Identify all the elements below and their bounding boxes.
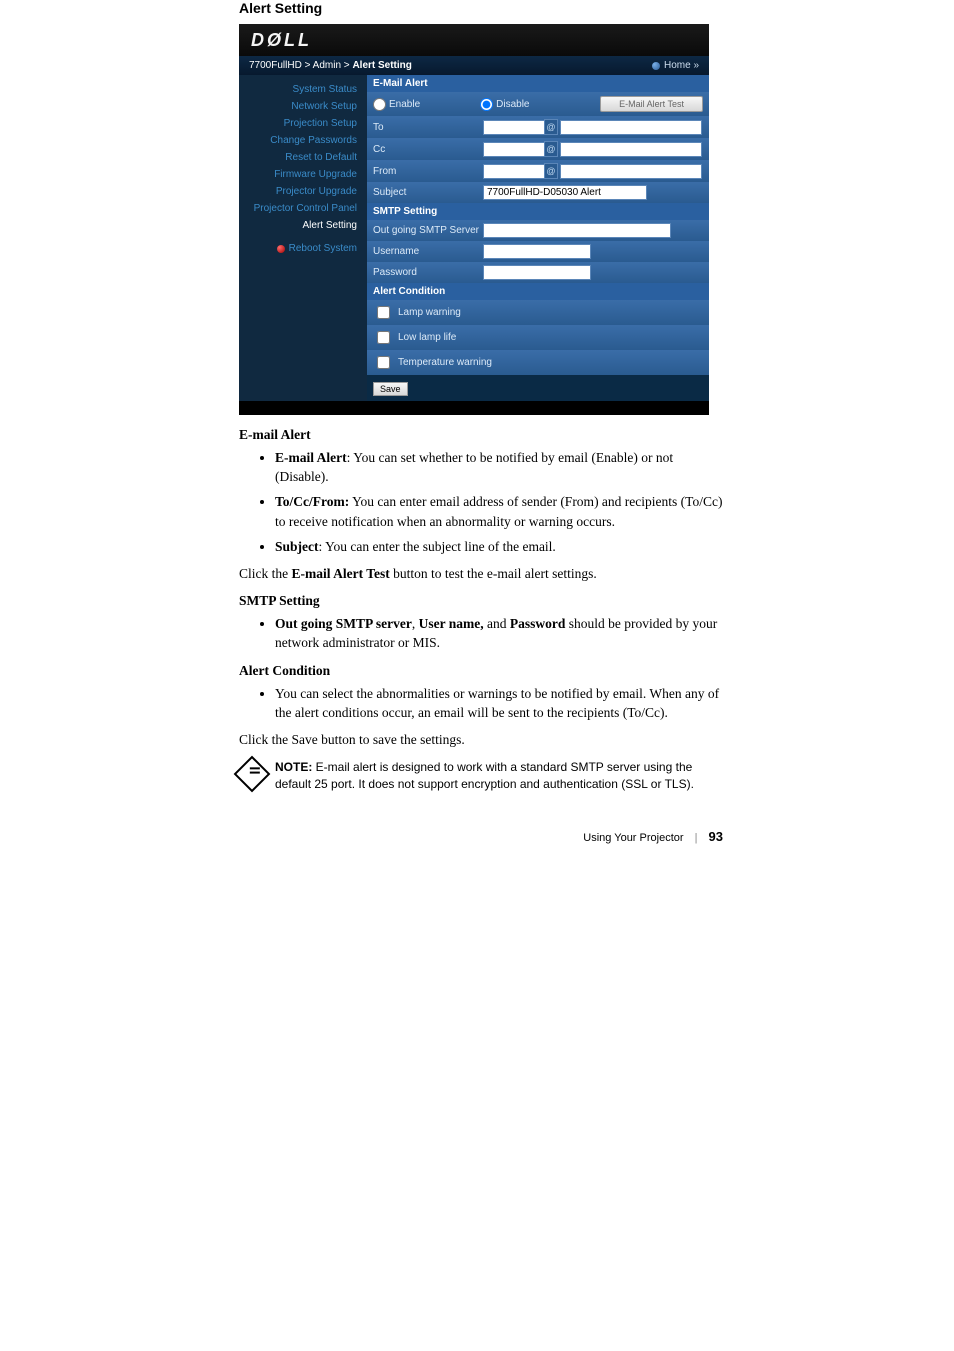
cc-label: Cc	[373, 144, 483, 155]
doc-text: E-mail Alert E-mail Alert: You can set w…	[239, 425, 723, 793]
section-heading: Alert Setting	[239, 0, 954, 16]
disable-option[interactable]: Disable	[480, 98, 529, 111]
sidebar: System Status Network Setup Projection S…	[239, 75, 367, 401]
breadcrumb-admin[interactable]: Admin	[313, 60, 341, 71]
doc-h-email: E-mail Alert	[239, 425, 723, 444]
lamp-warning-checkbox[interactable]	[377, 306, 390, 319]
home-link[interactable]: Home »	[652, 60, 699, 71]
doc-s1d: and	[484, 616, 510, 631]
temp-warning-checkbox[interactable]	[377, 356, 390, 369]
cc-domain-input[interactable]	[560, 142, 702, 157]
page-footer: Using Your Projector | 93	[239, 829, 723, 844]
subject-label: Subject	[373, 187, 483, 198]
sidebar-item-control-panel[interactable]: Projector Control Panel	[239, 200, 367, 217]
smtp-server-label: Out going SMTP Server	[373, 225, 483, 236]
smtp-user-input[interactable]	[483, 244, 591, 259]
note-label: NOTE:	[275, 760, 312, 774]
doc-h-smtp: SMTP Setting	[239, 591, 723, 610]
alert-condition-bar: Alert Condition	[367, 283, 709, 300]
app-header: DØLL	[239, 24, 709, 56]
to-label: To	[373, 122, 483, 133]
doc-click-a: Click the	[239, 566, 292, 581]
sidebar-item-reboot[interactable]: Reboot System	[239, 240, 367, 257]
from-at-icon: @	[544, 163, 558, 179]
smtp-server-input[interactable]	[483, 223, 671, 238]
from-domain-input[interactable]	[560, 164, 702, 179]
breadcrumb-root[interactable]: 7700FullHD	[249, 60, 302, 71]
doc-c1: You can select the abnormalities or warn…	[275, 684, 723, 722]
disable-radio[interactable]	[480, 98, 493, 111]
to-domain-input[interactable]	[560, 120, 702, 135]
sidebar-item-network-setup[interactable]: Network Setup	[239, 98, 367, 115]
lamp-warning-label: Lamp warning	[398, 307, 461, 318]
email-alert-bar: E-Mail Alert	[367, 75, 709, 92]
smtp-pass-input[interactable]	[483, 265, 591, 280]
enable-row: Enable Disable E-Mail Alert Test	[367, 92, 709, 116]
to-local-input[interactable]	[483, 120, 545, 135]
reboot-icon	[277, 245, 285, 253]
subject-input[interactable]	[483, 185, 647, 200]
sidebar-item-projection-setup[interactable]: Projection Setup	[239, 115, 367, 132]
save-button[interactable]: Save	[373, 382, 408, 396]
doc-save-line: Click the Save button to save the settin…	[239, 730, 723, 749]
sidebar-item-projector-upgrade[interactable]: Projector Upgrade	[239, 183, 367, 200]
footer-page: 93	[709, 829, 723, 844]
sidebar-item-reset-default[interactable]: Reset to Default	[239, 149, 367, 166]
dell-logo: DØLL	[251, 30, 312, 51]
home-label: Home »	[664, 60, 699, 71]
sidebar-item-alert-setting[interactable]: Alert Setting	[239, 217, 367, 234]
email-alert-test-button[interactable]: E-Mail Alert Test	[600, 96, 703, 112]
smtp-bar: SMTP Setting	[367, 203, 709, 220]
doc-s1e: Password	[510, 616, 566, 631]
lamp-life-checkbox[interactable]	[377, 331, 390, 344]
app-footer	[239, 401, 709, 415]
sidebar-item-system-status[interactable]: System Status	[239, 81, 367, 98]
note-icon	[234, 756, 271, 793]
sidebar-item-firmware-upgrade[interactable]: Firmware Upgrade	[239, 166, 367, 183]
to-at-icon: @	[544, 119, 558, 135]
sidebar-item-change-passwords[interactable]: Change Passwords	[239, 132, 367, 149]
lamp-life-label: Low lamp life	[398, 332, 456, 343]
doc-s1c: User name,	[419, 616, 484, 631]
breadcrumb-leaf: Alert Setting	[352, 60, 411, 71]
doc-click-b: E-mail Alert Test	[292, 566, 390, 581]
doc-b1a: E-mail Alert	[275, 450, 347, 465]
doc-b3b: : You can enter the subject line of the …	[319, 539, 556, 554]
from-label: From	[373, 166, 483, 177]
doc-click-c: button to test the e-mail alert settings…	[390, 566, 597, 581]
note-body: E-mail alert is designed to work with a …	[275, 760, 694, 791]
breadcrumb: 7700FullHD > Admin > Alert Setting Home …	[239, 56, 709, 75]
home-icon	[652, 62, 660, 70]
smtp-pass-label: Password	[373, 267, 483, 278]
smtp-user-label: Username	[373, 246, 483, 257]
temp-warning-label: Temperature warning	[398, 357, 492, 368]
doc-b2a: To/Cc/From:	[275, 494, 349, 509]
enable-option[interactable]: Enable	[373, 98, 420, 111]
doc-h-cond: Alert Condition	[239, 661, 723, 680]
app-window: DØLL 7700FullHD > Admin > Alert Setting …	[239, 24, 709, 415]
doc-s1b: ,	[412, 616, 419, 631]
disable-label: Disable	[496, 99, 529, 110]
main-panel: E-Mail Alert Enable Disable E-Mail Alert…	[367, 75, 709, 401]
from-local-input[interactable]	[483, 164, 545, 179]
doc-b3a: Subject	[275, 539, 319, 554]
reboot-label: Reboot System	[289, 243, 357, 254]
enable-radio[interactable]	[373, 98, 386, 111]
footer-text: Using Your Projector	[583, 832, 683, 844]
doc-s1a: Out going SMTP server	[275, 616, 412, 631]
cc-local-input[interactable]	[483, 142, 545, 157]
enable-label: Enable	[389, 99, 420, 110]
cc-at-icon: @	[544, 141, 558, 157]
